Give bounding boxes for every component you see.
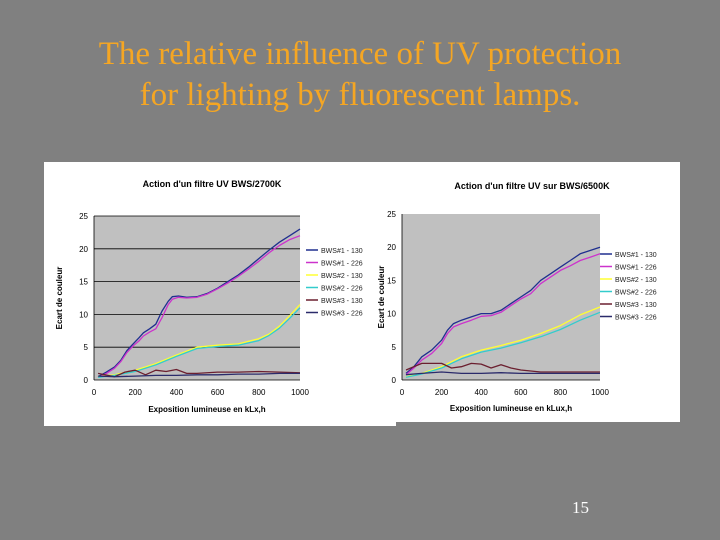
- legend-label: BWS#1 - 130: [615, 252, 657, 259]
- chart-2700k: 0 5 10 15 20 25 0 200 400 600 800 1000 Action d'un f…: [55, 179, 363, 414]
- y-tick-label: 20: [79, 245, 88, 254]
- series-line: [405, 362, 600, 373]
- series-line: [405, 371, 600, 376]
- chart-panel-6500k: 0 5 10 15 20 25 0 200 400 600 800 1000 Action d'un f…: [372, 162, 680, 422]
- series-line: [98, 372, 300, 378]
- x-tick-label: 400: [170, 388, 184, 397]
- y-tick-label: 25: [79, 212, 88, 221]
- legend-label: BWS#1 - 226: [321, 261, 363, 268]
- x-tick-label: 600: [514, 388, 528, 397]
- legend-label: BWS#3 - 130: [321, 298, 363, 305]
- page-number: 15: [572, 498, 589, 517]
- legend-label: BWS#1 - 226: [615, 265, 657, 272]
- chart-6500k: 0 5 10 15 20 25 0 200 400 600 800 1000 Action d'un f…: [377, 181, 657, 413]
- slide-title: The relative influence of UV protection …: [0, 34, 720, 116]
- series-line: [405, 253, 601, 376]
- y-tick-label: 5: [84, 343, 89, 352]
- slide-title-line-1: The relative influence of UV protection: [98, 36, 622, 72]
- series-line: [97, 228, 301, 378]
- y-axis-label: Ecart de couleur: [377, 266, 386, 329]
- slide-title-line-2: for lighting by fluorescent lamps.: [139, 77, 581, 113]
- legend-label: BWS#2 - 130: [321, 273, 363, 280]
- x-axis-label: Exposition lumineuse en kLx,h: [148, 405, 265, 414]
- series-line: [97, 235, 301, 378]
- legend-label: BWS#3 - 226: [615, 315, 657, 322]
- x-tick-label: 0: [400, 388, 405, 397]
- y-tick-label: 25: [387, 210, 396, 219]
- legend-label: BWS#2 - 130: [615, 277, 657, 284]
- y-tick-label: 15: [387, 276, 396, 285]
- series-line: [405, 246, 601, 374]
- y-tick-label: 0: [392, 376, 397, 385]
- chart-title: Action d'un filtre UV sur BWS/6500K: [454, 181, 610, 191]
- x-axis-label: Exposition lumineuse en kLux,h: [450, 404, 572, 413]
- x-tick-label: 800: [554, 388, 568, 397]
- x-tick-label: 400: [475, 388, 489, 397]
- legend-label: BWS#3 - 130: [615, 302, 657, 309]
- y-tick-label: 10: [79, 310, 88, 319]
- series-line: [405, 311, 601, 378]
- x-tick-label: 200: [129, 388, 143, 397]
- legend-label: BWS#2 - 226: [321, 286, 363, 293]
- series-line: [405, 306, 601, 378]
- legend-label: BWS#1 - 130: [321, 248, 363, 255]
- chart-title: Action d'un filtre UV BWS/2700K: [143, 179, 282, 189]
- legend-label: BWS#3 - 226: [321, 311, 363, 318]
- x-tick-label: 1000: [591, 388, 609, 397]
- x-tick-label: 200: [435, 388, 449, 397]
- x-tick-label: 0: [92, 388, 97, 397]
- y-tick-label: 0: [84, 376, 89, 385]
- series-line: [98, 307, 301, 379]
- y-tick-label: 15: [79, 278, 88, 287]
- plot-area: [94, 216, 300, 380]
- y-tick-label: 20: [387, 243, 396, 252]
- legend-label: BWS#2 - 226: [615, 290, 657, 297]
- x-tick-label: 600: [211, 388, 225, 397]
- chart-panel-2700k: 0 5 10 15 20 25 0 200 400 600 800 1000 Action d'un f…: [44, 162, 396, 426]
- x-tick-label: 800: [252, 388, 266, 397]
- plot-area: [402, 214, 600, 380]
- y-axis-label: Ecart de couleur: [55, 267, 64, 330]
- y-tick-label: 5: [392, 343, 397, 352]
- series-line: [97, 368, 301, 378]
- x-tick-label: 1000: [291, 388, 309, 397]
- y-tick-label: 10: [387, 310, 396, 319]
